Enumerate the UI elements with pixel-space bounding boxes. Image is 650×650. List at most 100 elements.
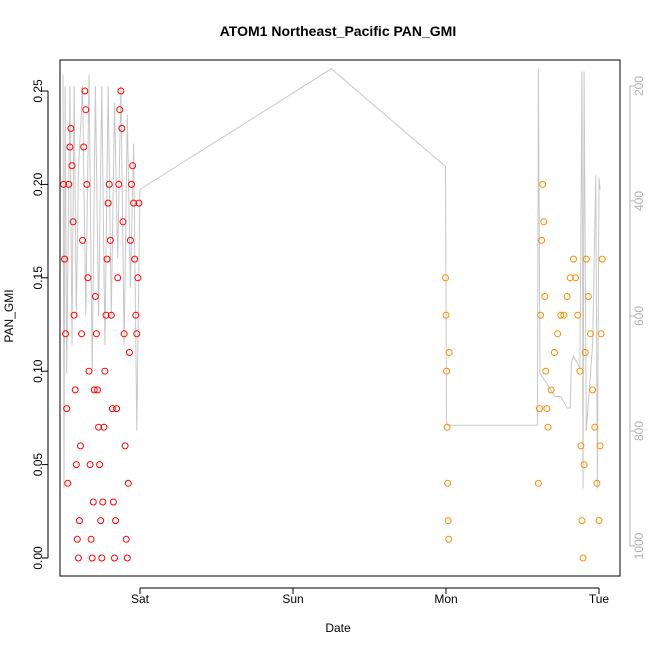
data-point-s1-38	[591, 423, 599, 431]
data-point-s0-20	[81, 87, 89, 95]
data-point-s0-14	[74, 554, 82, 562]
data-point-s0-18	[79, 236, 87, 244]
data-point-s1-6	[445, 535, 453, 543]
data-point-s0-27	[88, 554, 96, 562]
data-point-s0-24	[85, 367, 93, 375]
data-point-s1-25	[570, 255, 577, 263]
data-point-s1-37	[589, 386, 597, 394]
data-point-s0-36	[98, 554, 106, 562]
data-point-s0-65	[129, 162, 137, 170]
data-point-s0-39	[101, 367, 109, 375]
data-point-s1-7	[445, 349, 453, 356]
data-point-s1-1	[442, 311, 450, 319]
data-point-s0-50	[113, 405, 121, 413]
data-point-s0-38	[100, 423, 108, 431]
data-point-s0-30	[91, 293, 99, 300]
data-point-s1-39	[593, 479, 601, 487]
data-point-s0-4	[64, 479, 72, 487]
y-tick-label-1: 0.05	[31, 453, 45, 477]
data-point-s0-8	[68, 162, 76, 170]
data-point-s1-30	[578, 517, 586, 525]
y-tick-label-2: 0.10	[31, 359, 45, 383]
y-tick-label-4: 0.20	[31, 172, 45, 196]
data-point-s0-42	[104, 199, 112, 207]
data-point-s0-32	[94, 386, 101, 394]
plot-frame	[59, 59, 621, 577]
data-point-s0-37	[99, 498, 107, 506]
data-point-s0-11	[71, 386, 79, 394]
data-point-s0-2	[62, 330, 70, 338]
data-point-s1-36	[587, 330, 594, 338]
data-point-s0-66	[130, 199, 138, 207]
data-point-s0-22	[83, 180, 91, 188]
data-point-s0-56	[119, 218, 127, 226]
data-point-s1-28	[576, 367, 584, 375]
x-tick-label-2: Mon	[434, 592, 457, 606]
data-point-s0-58	[121, 442, 129, 450]
data-point-s0-67	[131, 255, 139, 263]
data-point-s0-69	[133, 330, 141, 338]
y-axis-label: PAN_GMI	[2, 289, 16, 342]
data-point-s0-60	[123, 554, 131, 562]
data-point-s0-3	[63, 405, 71, 413]
data-point-s0-26	[87, 535, 95, 543]
y2-tick-label-2: 600	[632, 306, 646, 326]
data-point-s0-52	[115, 180, 123, 188]
data-point-s1-26	[572, 274, 580, 282]
data-point-s0-1	[61, 255, 69, 263]
data-point-s0-9	[69, 218, 77, 226]
data-point-s0-51	[114, 274, 122, 282]
data-point-s0-10	[70, 311, 78, 319]
data-point-s0-34	[96, 461, 104, 469]
data-point-s0-15	[75, 517, 83, 525]
data-point-s1-41	[596, 442, 604, 450]
data-point-s1-43	[598, 255, 606, 263]
data-point-s0-0	[60, 180, 67, 188]
data-point-s0-25	[86, 461, 94, 469]
data-point-s0-47	[109, 498, 117, 506]
data-point-s1-2	[443, 367, 450, 375]
data-point-s1-24	[566, 274, 574, 282]
axes-layer: 0.00 0.05 0.10 0.15 0.20 0.25 Sat Sun Mon Tue 200 4…	[31, 76, 646, 606]
data-point-s0-44	[106, 236, 114, 244]
data-point-s0-68	[132, 311, 140, 319]
data-point-s0-41	[103, 255, 111, 263]
data-point-s0-17	[78, 330, 86, 338]
data-point-s0-40	[102, 311, 110, 319]
data-point-s0-54	[117, 87, 125, 95]
data-point-s0-13	[73, 535, 81, 543]
data-point-s0-53	[116, 106, 124, 114]
data-point-s1-3	[443, 423, 451, 431]
data-point-s1-0	[442, 274, 449, 282]
data-point-s1-23	[563, 293, 571, 300]
data-point-s0-71	[135, 199, 143, 207]
data-point-s0-61	[124, 479, 132, 487]
data-point-s1-10	[537, 311, 545, 319]
data-point-s0-48	[111, 554, 118, 562]
y-tick-label-3: 0.15	[31, 266, 45, 290]
data-point-s1-22	[560, 311, 568, 319]
data-point-s0-59	[122, 535, 130, 543]
y2-tick-label-4: 1000	[632, 532, 646, 559]
y-tick-label-5: 0.25	[31, 79, 45, 103]
data-point-s1-18	[547, 386, 555, 394]
y2-tick-label-0: 200	[632, 76, 646, 96]
data-point-s0-70	[134, 274, 142, 282]
x-tick-label-1: Sun	[282, 592, 303, 606]
data-point-s0-5	[65, 180, 73, 188]
data-point-s0-23	[84, 274, 92, 282]
data-point-s0-49	[112, 517, 120, 525]
data-point-s0-19	[80, 143, 88, 151]
pressure-line	[62, 68, 601, 489]
data-point-s1-9	[536, 405, 543, 413]
data-point-s1-42	[597, 330, 605, 338]
data-point-s0-64	[128, 180, 135, 188]
y-tick-label-0: 0.00	[31, 546, 45, 570]
data-point-s1-8	[534, 479, 542, 487]
data-point-s0-28	[89, 498, 97, 506]
data-point-s1-14	[541, 293, 549, 300]
data-point-s1-34	[582, 255, 590, 263]
x-tick-label-0: Sat	[131, 592, 150, 606]
data-point-s0-57	[120, 330, 128, 338]
